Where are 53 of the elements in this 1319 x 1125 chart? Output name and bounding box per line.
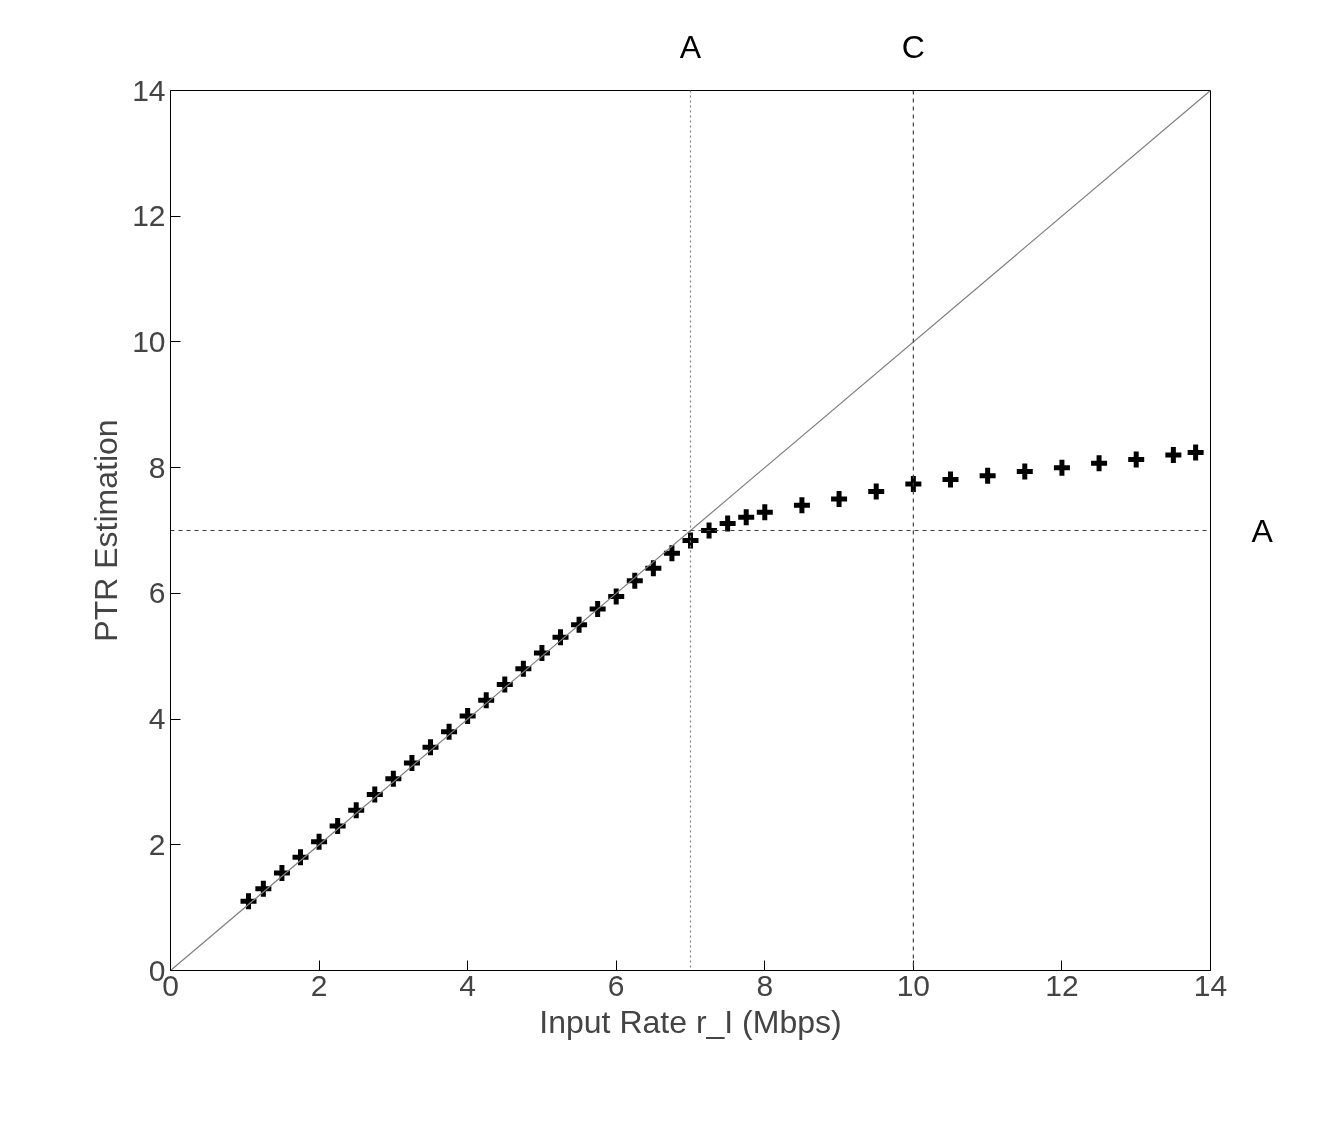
ref-line-label: C <box>901 28 925 65</box>
y-tick-label: 4 <box>148 702 166 736</box>
x-tick-label: 10 <box>896 968 931 1002</box>
point <box>1051 457 1073 479</box>
x-tick-label: 12 <box>1045 968 1079 1002</box>
point <box>940 469 961 491</box>
point <box>271 862 293 884</box>
point <box>1088 452 1110 474</box>
x-axis-title: Input Rate r_I (Mbps) <box>539 1003 842 1040</box>
y-tick-label: 8 <box>148 450 166 484</box>
x-tick-label: 6 <box>607 968 625 1002</box>
point <box>290 846 311 868</box>
point <box>828 488 850 510</box>
point <box>865 481 887 503</box>
point <box>735 506 757 528</box>
point <box>754 501 776 523</box>
point <box>252 878 274 900</box>
point <box>624 570 646 592</box>
y-tick-label: 12 <box>132 199 166 233</box>
y-tick-label: 14 <box>132 73 166 107</box>
point <box>1125 448 1147 470</box>
point <box>308 831 330 853</box>
point <box>438 721 460 743</box>
point <box>364 784 386 805</box>
ref-line-label: A <box>1251 512 1274 549</box>
point <box>512 658 534 680</box>
y-tick-label: 10 <box>132 324 166 358</box>
point <box>1014 460 1036 482</box>
point <box>401 752 423 774</box>
point <box>605 586 627 607</box>
x-tick-label: 2 <box>310 968 328 1002</box>
point <box>587 598 609 620</box>
point <box>717 513 739 535</box>
point <box>531 642 553 664</box>
point <box>791 494 813 516</box>
y-axis-title: PTR Estimation <box>88 419 125 642</box>
point <box>1162 444 1184 466</box>
y-tick-label: 2 <box>148 827 166 861</box>
ref-line-label: A <box>679 28 702 65</box>
x-tick-label: 14 <box>1193 968 1228 1002</box>
point <box>1185 442 1207 464</box>
y-tick-label: 6 <box>148 576 166 610</box>
point <box>345 799 367 821</box>
x-tick-label: 4 <box>459 968 476 1002</box>
x-tick-label: 8 <box>756 968 774 1002</box>
point <box>475 689 497 711</box>
point <box>977 465 999 487</box>
point <box>238 890 259 912</box>
point <box>494 674 516 695</box>
point <box>420 736 441 758</box>
point <box>568 614 590 636</box>
point <box>550 626 571 648</box>
point <box>382 768 404 790</box>
